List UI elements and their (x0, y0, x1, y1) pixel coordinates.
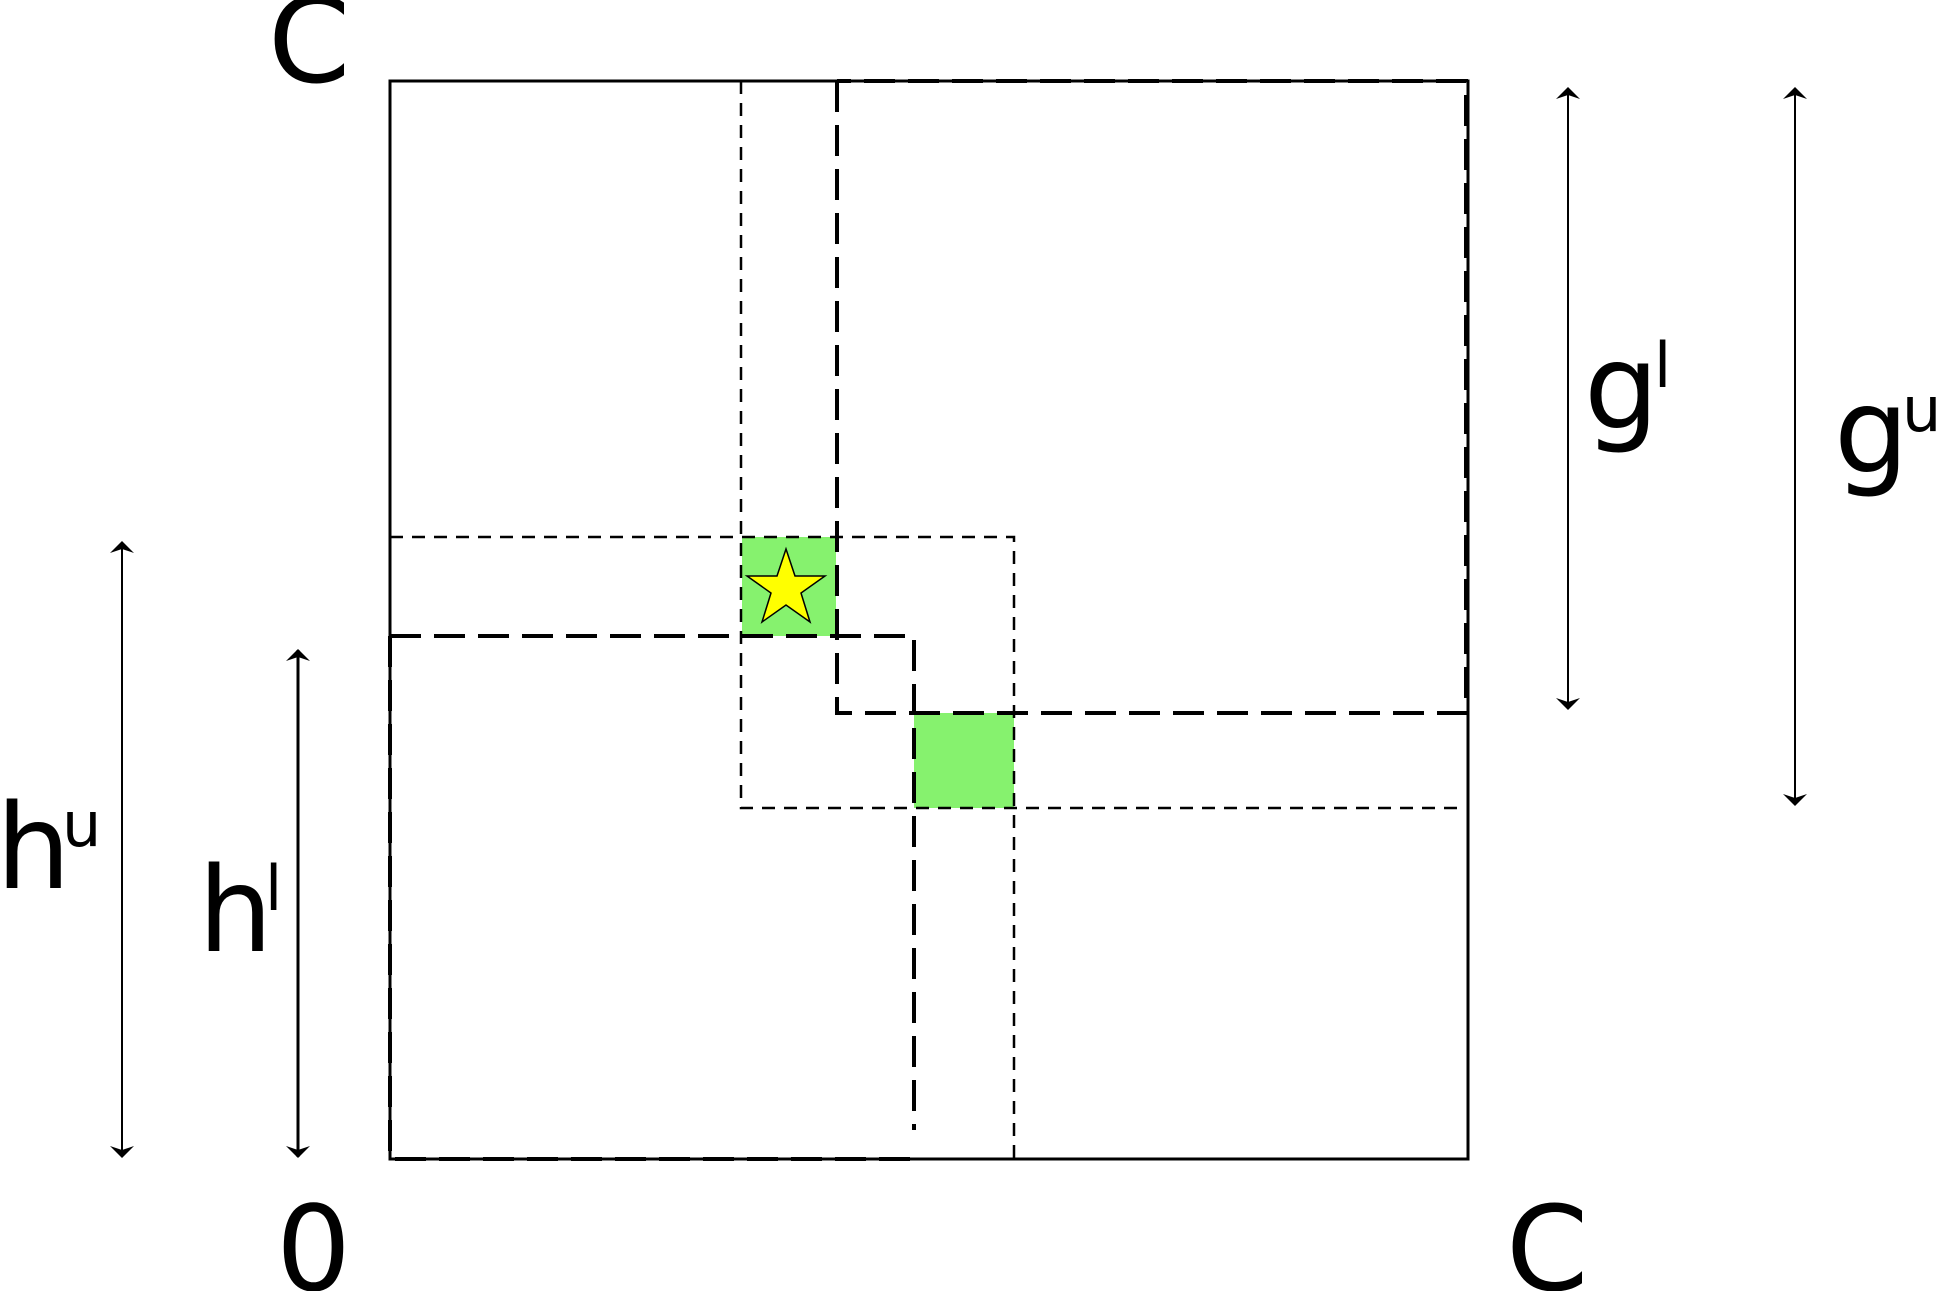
g-lower-label: g (1584, 318, 1659, 456)
g-upper-label: g (1834, 362, 1909, 500)
h-lower-sup: l (265, 852, 282, 925)
h-upper-label: h (0, 778, 71, 916)
g-lower-sup: l (1654, 329, 1671, 402)
thin-dashed-region (390, 81, 1466, 1159)
corner-label-top-left: C (268, 0, 350, 110)
corner-label-bottom-right: C (1506, 1180, 1588, 1291)
g-upper-sup: u (1902, 373, 1939, 446)
h-lower-label: h (198, 841, 273, 979)
star-icon (744, 546, 828, 624)
thick-dashed-region (388, 79, 1468, 1161)
green-cell-bottom (914, 713, 1014, 808)
outer-square (388, 79, 1470, 1161)
h-upper-sup: u (62, 788, 101, 861)
corner-label-origin: 0 (276, 1180, 351, 1291)
